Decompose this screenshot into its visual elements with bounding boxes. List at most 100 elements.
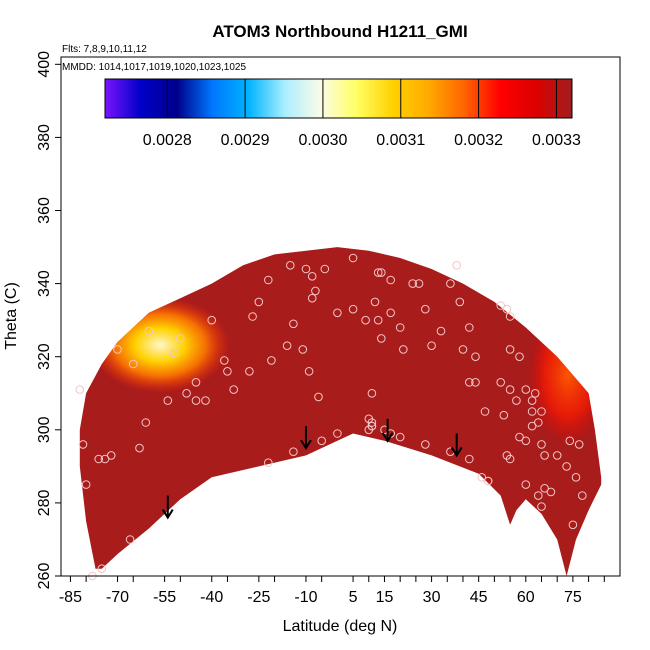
- observation-point: [421, 304, 430, 314]
- observation-point: [307, 272, 317, 281]
- observation-point: [458, 345, 468, 354]
- observation-point: [373, 268, 383, 277]
- observation-point: [496, 301, 506, 310]
- x-tick-label: 15: [376, 589, 394, 606]
- observation-point: [377, 268, 386, 277]
- tropopause-arrow: [300, 426, 312, 451]
- observation-point: [348, 253, 358, 263]
- observation-point: [527, 421, 537, 431]
- tropopause-arrow: [450, 433, 463, 458]
- observation-point: [521, 385, 531, 394]
- observation-point: [289, 319, 298, 329]
- observation-point: [248, 312, 257, 321]
- y-tick-label: 260: [36, 563, 53, 590]
- observation-point: [512, 396, 521, 405]
- observation-point: [370, 297, 380, 307]
- observation-point: [94, 454, 103, 464]
- observation-point: [282, 341, 292, 351]
- observation-point: [141, 418, 151, 427]
- x-tick-label: -10: [294, 589, 317, 606]
- colorbar-bar: [104, 78, 573, 119]
- observation-point: [421, 440, 430, 449]
- x-axis-label: Latitude (deg N): [283, 618, 398, 635]
- observation-point: [537, 407, 546, 416]
- observation-point: [465, 378, 474, 387]
- observation-point: [97, 564, 107, 574]
- observation-point: [106, 451, 116, 460]
- observation-point: [100, 454, 110, 464]
- observation-point: [395, 323, 405, 332]
- observation-point: [527, 407, 537, 416]
- observation-point: [537, 502, 546, 511]
- tropopause-arrow: [161, 495, 174, 520]
- observation-point: [552, 451, 562, 460]
- observation-point: [530, 389, 540, 398]
- observation-point: [364, 414, 374, 424]
- observation-point: [502, 451, 512, 460]
- field-high-south: [90, 297, 230, 393]
- observation-point: [505, 312, 515, 321]
- observation-point: [521, 436, 531, 446]
- chart-title: ATOM3 Northbound H1211_GMI: [212, 22, 467, 41]
- y-tick-label: 380: [36, 124, 53, 151]
- observation-point: [427, 341, 436, 351]
- plot-frame: [60, 56, 621, 577]
- observation-point: [568, 520, 578, 530]
- observation-point: [267, 356, 276, 365]
- observation-point: [75, 385, 85, 394]
- observation-point: [540, 451, 549, 460]
- observation-point: [471, 378, 480, 387]
- observation-point: [220, 356, 229, 365]
- chart-subtitle-flights: Flts: 7,8,9,10,11,12: [62, 44, 147, 55]
- observation-point: [182, 389, 191, 398]
- observation-point: [521, 480, 531, 489]
- observation-point: [191, 378, 201, 387]
- observation-point: [502, 304, 512, 314]
- field-base: [79, 247, 602, 576]
- observation-point: [223, 367, 232, 376]
- observation-point: [540, 484, 549, 493]
- observation-point: [499, 410, 509, 420]
- colorbar-tick-label: 0.0029: [221, 132, 270, 149]
- y-tick-label: 280: [36, 489, 53, 516]
- x-tick-label: -70: [106, 589, 129, 606]
- observation-point: [534, 418, 543, 427]
- observation-point: [361, 315, 370, 325]
- observation-point: [307, 293, 317, 303]
- observation-point: [191, 396, 201, 405]
- observation-point: [395, 432, 405, 442]
- observation-point: [465, 323, 474, 332]
- observation-point: [537, 440, 546, 449]
- observation-point: [254, 297, 264, 307]
- observation-point: [546, 487, 556, 497]
- y-tick-label: 360: [36, 197, 53, 224]
- x-tick-label: 60: [517, 589, 535, 606]
- observation-point: [480, 407, 490, 416]
- observation-point: [496, 378, 506, 387]
- observation-point: [574, 440, 584, 449]
- observation-point: [367, 421, 377, 431]
- y-tick-label: 400: [36, 51, 53, 78]
- chart-subtitle-dates: MMDD: 1014,1017,1019,1020,1023,1025: [62, 62, 246, 73]
- observation-point: [477, 473, 487, 482]
- observation-point: [333, 429, 342, 438]
- observation-point: [455, 297, 465, 307]
- observation-point: [264, 275, 273, 285]
- y-tick-label: 320: [36, 343, 53, 370]
- observation-point: [320, 264, 330, 274]
- observation-point: [471, 352, 480, 362]
- observation-point: [534, 491, 543, 500]
- observation-point: [125, 535, 135, 544]
- colorbar-tick-label: 0.0033: [532, 132, 581, 149]
- observation-point: [169, 348, 179, 358]
- observation-point: [207, 315, 216, 325]
- x-tick-label: -40: [200, 589, 223, 606]
- observation-point: [245, 367, 254, 376]
- observation-point: [578, 491, 587, 500]
- x-tick-label: -85: [59, 589, 82, 606]
- observation-point: [289, 447, 298, 457]
- x-tick-label: -25: [247, 589, 270, 606]
- x-tick-label: 30: [423, 589, 441, 606]
- observation-point: [317, 436, 327, 446]
